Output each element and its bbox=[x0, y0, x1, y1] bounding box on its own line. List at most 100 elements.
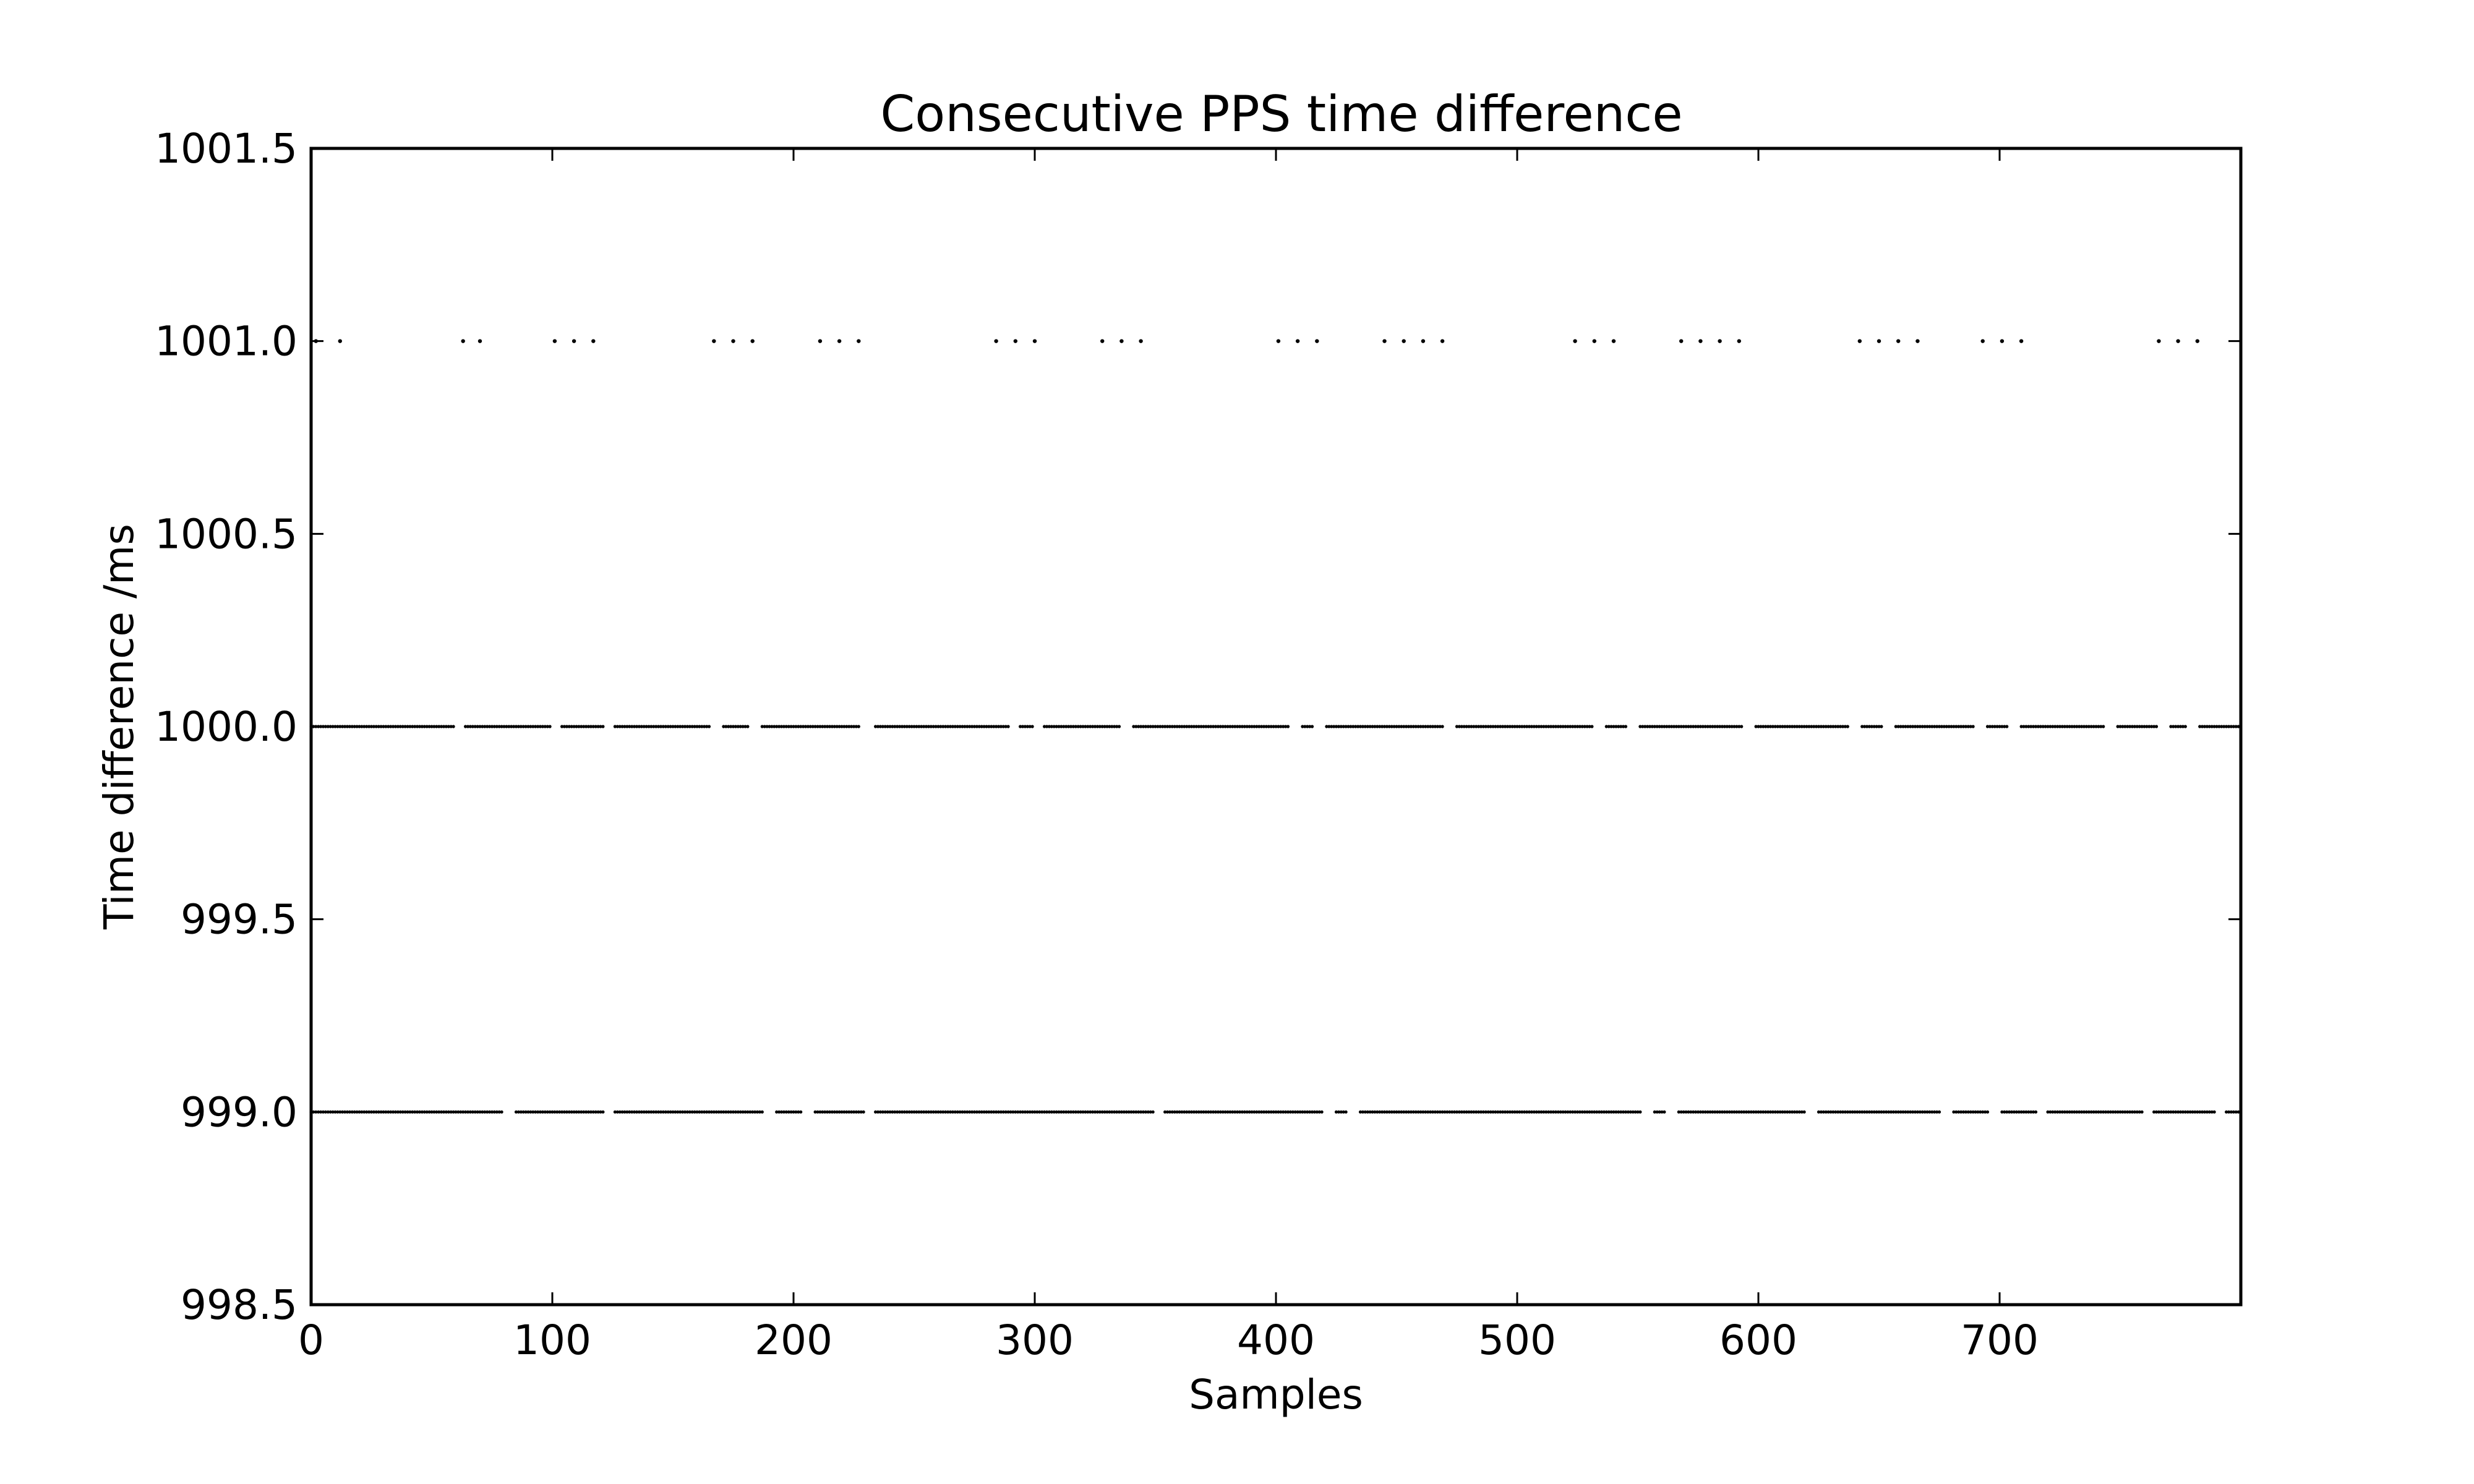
data-point bbox=[1503, 725, 1507, 728]
data-point bbox=[1371, 1110, 1374, 1114]
data-point bbox=[896, 1110, 899, 1114]
data-point bbox=[693, 1110, 696, 1114]
data-point bbox=[1768, 725, 1773, 728]
data-point bbox=[1470, 725, 1473, 728]
data-point bbox=[951, 725, 954, 728]
data-point bbox=[2133, 1110, 2136, 1114]
data-point bbox=[2138, 725, 2141, 728]
data-point bbox=[2063, 725, 2066, 728]
data-point bbox=[818, 725, 822, 728]
x-tick-label: 200 bbox=[755, 1316, 833, 1364]
x-tick-label: 300 bbox=[996, 1316, 1074, 1364]
data-point bbox=[1604, 1110, 1608, 1114]
data-point bbox=[444, 1110, 448, 1114]
data-point bbox=[1815, 725, 1818, 728]
data-point bbox=[435, 1110, 439, 1114]
data-point bbox=[1571, 1110, 1575, 1114]
data-point bbox=[1416, 725, 1420, 728]
data-point bbox=[336, 1110, 340, 1114]
data-point bbox=[649, 1110, 653, 1114]
data-point bbox=[2048, 725, 2052, 728]
data-point bbox=[580, 1110, 583, 1114]
data-point bbox=[1023, 1110, 1027, 1114]
data-point bbox=[2222, 725, 2226, 728]
data-point bbox=[1228, 725, 1232, 728]
data-point bbox=[512, 725, 516, 728]
data-point bbox=[1901, 1110, 1905, 1114]
data-point bbox=[1221, 725, 1225, 728]
data-point bbox=[1119, 1110, 1123, 1114]
data-point bbox=[1115, 725, 1119, 728]
data-point bbox=[1231, 1110, 1235, 1114]
data-point bbox=[1860, 725, 1864, 728]
data-point bbox=[707, 725, 711, 728]
data-point bbox=[996, 725, 1001, 728]
data-point bbox=[1426, 725, 1430, 728]
data-point bbox=[917, 1110, 921, 1114]
data-point bbox=[1638, 725, 1642, 728]
data-point bbox=[881, 1110, 884, 1114]
data-point bbox=[1197, 1110, 1201, 1114]
data-point bbox=[1954, 725, 1958, 728]
data-point bbox=[2157, 1110, 2160, 1114]
data-point bbox=[1462, 725, 1466, 728]
data-point bbox=[584, 1110, 588, 1114]
data-point bbox=[1974, 1110, 1977, 1114]
data-point bbox=[1175, 725, 1179, 728]
data-point bbox=[1564, 1110, 1567, 1114]
data-point bbox=[1614, 725, 1618, 728]
data-point bbox=[1472, 1110, 1476, 1114]
data-point bbox=[2019, 725, 2023, 728]
data-point bbox=[1248, 1110, 1251, 1114]
data-point bbox=[1306, 725, 1309, 728]
data-point bbox=[328, 1110, 332, 1114]
data-point bbox=[1465, 1110, 1468, 1114]
data-point bbox=[1443, 1110, 1447, 1114]
data-point bbox=[1052, 725, 1056, 728]
data-point bbox=[529, 1110, 533, 1114]
data-point bbox=[1534, 1110, 1538, 1114]
data-point bbox=[968, 1110, 972, 1114]
data-point bbox=[1795, 1110, 1799, 1114]
data-point bbox=[1720, 725, 1724, 728]
data-point bbox=[353, 725, 356, 728]
data-point bbox=[1764, 1110, 1768, 1114]
data-point bbox=[343, 725, 347, 728]
data-point bbox=[647, 725, 651, 728]
data-point bbox=[331, 1110, 335, 1114]
data-point bbox=[437, 725, 441, 728]
data-point bbox=[1549, 1110, 1553, 1114]
data-point bbox=[599, 725, 602, 728]
data-point bbox=[1998, 725, 2001, 728]
data-point bbox=[1411, 725, 1415, 728]
data-point bbox=[768, 725, 771, 728]
data-point bbox=[524, 1110, 528, 1114]
data-point bbox=[586, 1110, 591, 1114]
data-point bbox=[818, 1110, 822, 1114]
data-point bbox=[1872, 1110, 1876, 1114]
data-point bbox=[936, 1110, 940, 1114]
x-tick-label: 0 bbox=[298, 1316, 324, 1364]
data-point bbox=[698, 725, 701, 728]
data-point bbox=[743, 1110, 747, 1114]
data-point bbox=[440, 1110, 443, 1114]
data-point bbox=[1648, 725, 1652, 728]
data-point bbox=[541, 1110, 545, 1114]
data-point bbox=[1392, 725, 1396, 728]
y-tick-label: 1001.5 bbox=[155, 125, 297, 173]
data-point bbox=[1677, 725, 1680, 728]
data-point bbox=[1363, 1110, 1367, 1114]
data-point bbox=[948, 725, 952, 728]
data-point bbox=[1286, 1110, 1290, 1114]
data-point bbox=[572, 1110, 576, 1114]
data-point bbox=[1330, 725, 1333, 728]
data-point bbox=[1079, 725, 1082, 728]
data-point bbox=[1154, 725, 1157, 728]
data-point bbox=[714, 1110, 718, 1114]
data-point bbox=[681, 725, 685, 728]
data-point bbox=[944, 725, 948, 728]
data-point bbox=[777, 1110, 781, 1114]
data-point bbox=[1692, 725, 1695, 728]
data-point bbox=[2152, 725, 2156, 728]
data-point bbox=[1397, 1110, 1401, 1114]
